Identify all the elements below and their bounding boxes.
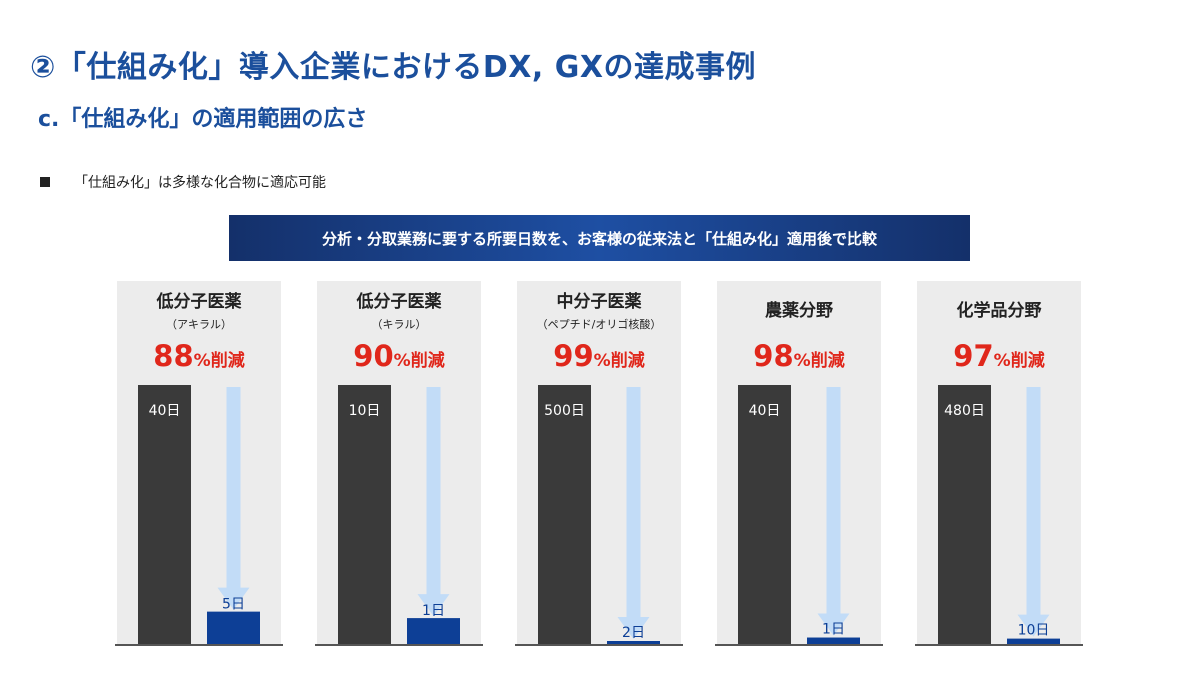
reduction-value: 88 xyxy=(153,339,193,373)
bar-before xyxy=(138,385,191,644)
reduction-suffix: %削減 xyxy=(794,350,845,371)
down-arrow-icon xyxy=(1017,387,1050,637)
reduction-label: 90%削減 xyxy=(353,339,444,373)
bar-before xyxy=(938,385,991,644)
down-arrow-icon xyxy=(217,387,250,610)
reduction-label: 97%削減 xyxy=(953,339,1044,373)
bar-after xyxy=(1007,638,1060,644)
reduction-suffix: %削減 xyxy=(394,350,445,371)
down-arrow-icon xyxy=(617,387,650,639)
chart-panel-3: 中分子医薬 （ペプチド/オリゴ核酸） 99%削減 500日 2日 xyxy=(515,281,683,646)
reduction-label: 98%削減 xyxy=(753,339,844,373)
comparison-banner: 分析・分取業務に要する所要日数を、お客様の従来法と「仕組み化」適用後で比較 xyxy=(229,215,970,261)
bar-before-label: 40日 xyxy=(149,403,181,419)
chart-subtitle: （ペプチド/オリゴ核酸） xyxy=(537,317,662,331)
down-arrow-icon xyxy=(817,387,850,636)
reduction-label: 99%削減 xyxy=(553,339,644,373)
chart-title: 化学品分野 xyxy=(957,300,1042,321)
chart-title: 低分子医薬 xyxy=(156,291,242,312)
bar-after xyxy=(207,611,260,644)
reduction-label: 88%削減 xyxy=(153,339,244,373)
bar-after-label: 1日 xyxy=(822,622,845,638)
bar-before xyxy=(338,385,391,644)
reduction-suffix: %削減 xyxy=(594,350,645,371)
bar-before-label: 40日 xyxy=(749,403,781,419)
page-subtitle: c.「仕組み化」の適用範囲の広さ xyxy=(38,107,368,132)
bullet-point: 「仕組み化」は多様な化合物に適応可能 xyxy=(40,172,326,192)
down-arrow-icon xyxy=(417,387,450,617)
bar-before-label: 10日 xyxy=(349,403,381,419)
bar-after-label: 1日 xyxy=(422,603,445,619)
bar-before xyxy=(738,385,791,644)
bar-before-label: 500日 xyxy=(544,403,585,419)
reduction-value: 97 xyxy=(953,339,993,373)
bullet-text: 「仕組み化」は多様な化合物に適応可能 xyxy=(74,175,326,191)
chart-subtitle: （アキラル） xyxy=(166,318,232,331)
chart-title: 低分子医薬 xyxy=(356,291,442,312)
reduction-suffix: %削減 xyxy=(994,350,1045,371)
reduction-value: 98 xyxy=(753,339,793,373)
chart-subtitle: （キラル） xyxy=(372,318,427,331)
chart-panel-1: 低分子医薬 （アキラル） 88%削減 40日 5日 xyxy=(115,281,283,646)
bar-after-label: 10日 xyxy=(1018,623,1050,639)
reduction-value: 99 xyxy=(553,339,593,373)
bar-before-label: 480日 xyxy=(944,403,985,419)
chart-panel-2: 低分子医薬 （キラル） 90%削減 10日 1日 xyxy=(315,281,483,646)
reduction-value: 90 xyxy=(353,339,393,373)
bar-after xyxy=(607,641,660,644)
chart-title: 農薬分野 xyxy=(765,300,833,321)
square-bullet-icon xyxy=(40,177,50,187)
bar-after-label: 2日 xyxy=(622,625,645,641)
reduction-suffix: %削減 xyxy=(194,350,245,371)
bar-after xyxy=(807,637,860,644)
page-title: ②「仕組み化」導入企業におけるDX, GXの達成事例 xyxy=(30,50,757,85)
chart-panel-4: 農薬分野 98%削減 40日 1日 xyxy=(715,281,883,646)
chart-title: 中分子医薬 xyxy=(557,291,642,312)
bar-before xyxy=(538,385,591,644)
bar-after xyxy=(407,618,460,644)
chart-panel-5: 化学品分野 97%削減 480日 10日 xyxy=(915,281,1083,646)
bar-after-label: 5日 xyxy=(222,597,245,613)
